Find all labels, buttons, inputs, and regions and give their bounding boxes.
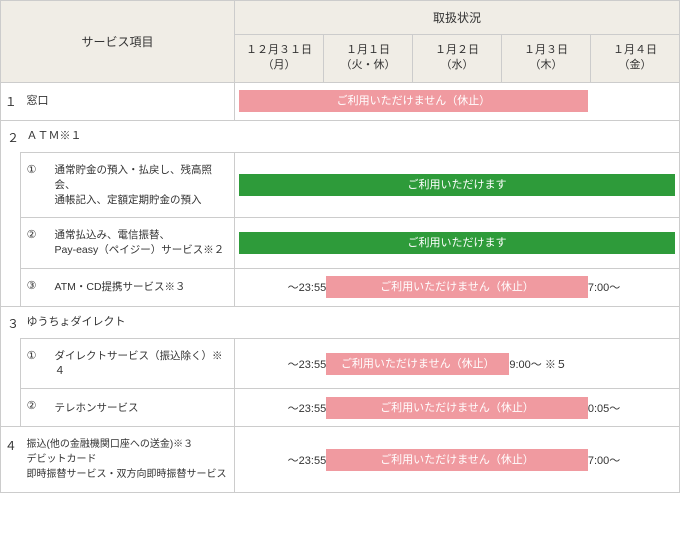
col-service: サービス項目 [1, 1, 235, 83]
row-2c-bar: 〜23:55 ご利用いただけません（休止） 7:00〜 [235, 268, 680, 306]
row-1-label: 窓口 [21, 82, 235, 120]
row-2-label: ＡＴＭ※１ [21, 120, 680, 152]
row-2b: ② 通常払込み、電信振替、Pay-easy（ペイジー）サービス※２ ご利用いただ… [1, 218, 680, 268]
service-status-table: サービス項目 取扱状況 １２月３１日（月） １月１日（火・休） １月２日（水） … [0, 0, 680, 493]
row-3a-label: ダイレクトサービス（振込除く）※４ [37, 339, 235, 389]
row-2a-num: ① [21, 153, 37, 218]
row-2c-num: ③ [21, 268, 37, 306]
row-4-label: 振込(他の金融機関口座への送金)※３デビットカード即時振替サービス・双方向即時振… [21, 427, 235, 493]
row-2a-label: 通常貯金の預入・払戻し、残高照会、通帳記入、定額定期貯金の預入 [37, 153, 235, 218]
row-2: ２ ＡＴＭ※１ [1, 120, 680, 152]
row-2a-bar: ご利用いただけます [235, 153, 680, 218]
row-2b-label: 通常払込み、電信振替、Pay-easy（ペイジー）サービス※２ [37, 218, 235, 268]
row-3: ３ ゆうちょダイレクト [1, 306, 680, 338]
row-4-num: ４ [1, 427, 21, 493]
col-date-1: １月１日（火・休） [324, 35, 413, 83]
row-1-bar: ご利用いただけません（休止） [235, 82, 680, 120]
row-1-num: １ [1, 82, 21, 120]
row-2c-label: ATM・CD提携サービス※３ [37, 268, 235, 306]
row-3b-label: テレホンサービス [37, 389, 235, 427]
row-2b-bar: ご利用いただけます [235, 218, 680, 268]
col-date-4: １月４日（金） [591, 35, 680, 83]
row-2-num: ２ [1, 120, 21, 306]
row-3b-bar: 〜23:55 ご利用いただけません（休止） 0:05〜 [235, 389, 680, 427]
row-3a-bar: 〜23:55 ご利用いただけません（休止） 9:00〜 ※５ [235, 339, 680, 389]
row-3-num: ３ [1, 306, 21, 427]
row-1: １ 窓口 ご利用いただけません（休止） [1, 82, 680, 120]
col-date-3: １月３日（木） [502, 35, 591, 83]
row-4-bar: 〜23:55 ご利用いただけません（休止） 7:00〜 [235, 427, 680, 493]
row-3a: ① ダイレクトサービス（振込除く）※４ 〜23:55 ご利用いただけません（休止… [1, 339, 680, 389]
col-status: 取扱状況 [235, 1, 680, 35]
row-3b-num: ② [21, 389, 37, 427]
row-4: ４ 振込(他の金融機関口座への送金)※３デビットカード即時振替サービス・双方向即… [1, 427, 680, 493]
row-2c: ③ ATM・CD提携サービス※３ 〜23:55 ご利用いただけません（休止） 7… [1, 268, 680, 306]
row-2b-num: ② [21, 218, 37, 268]
row-2a: ① 通常貯金の預入・払戻し、残高照会、通帳記入、定額定期貯金の預入 ご利用いただ… [1, 153, 680, 218]
col-date-0: １２月３１日（月） [235, 35, 324, 83]
row-3-label: ゆうちょダイレクト [21, 306, 680, 338]
row-3a-num: ① [21, 339, 37, 389]
row-3b: ② テレホンサービス 〜23:55 ご利用いただけません（休止） 0:05〜 [1, 389, 680, 427]
col-date-2: １月２日（水） [413, 35, 502, 83]
